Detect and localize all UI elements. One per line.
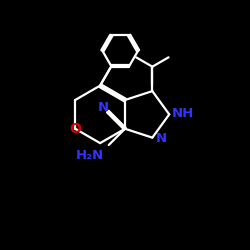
Text: N: N bbox=[155, 132, 166, 145]
Text: O: O bbox=[69, 122, 81, 136]
Text: N: N bbox=[98, 100, 109, 114]
Text: NH: NH bbox=[172, 107, 195, 120]
Text: H₂N: H₂N bbox=[76, 149, 104, 162]
